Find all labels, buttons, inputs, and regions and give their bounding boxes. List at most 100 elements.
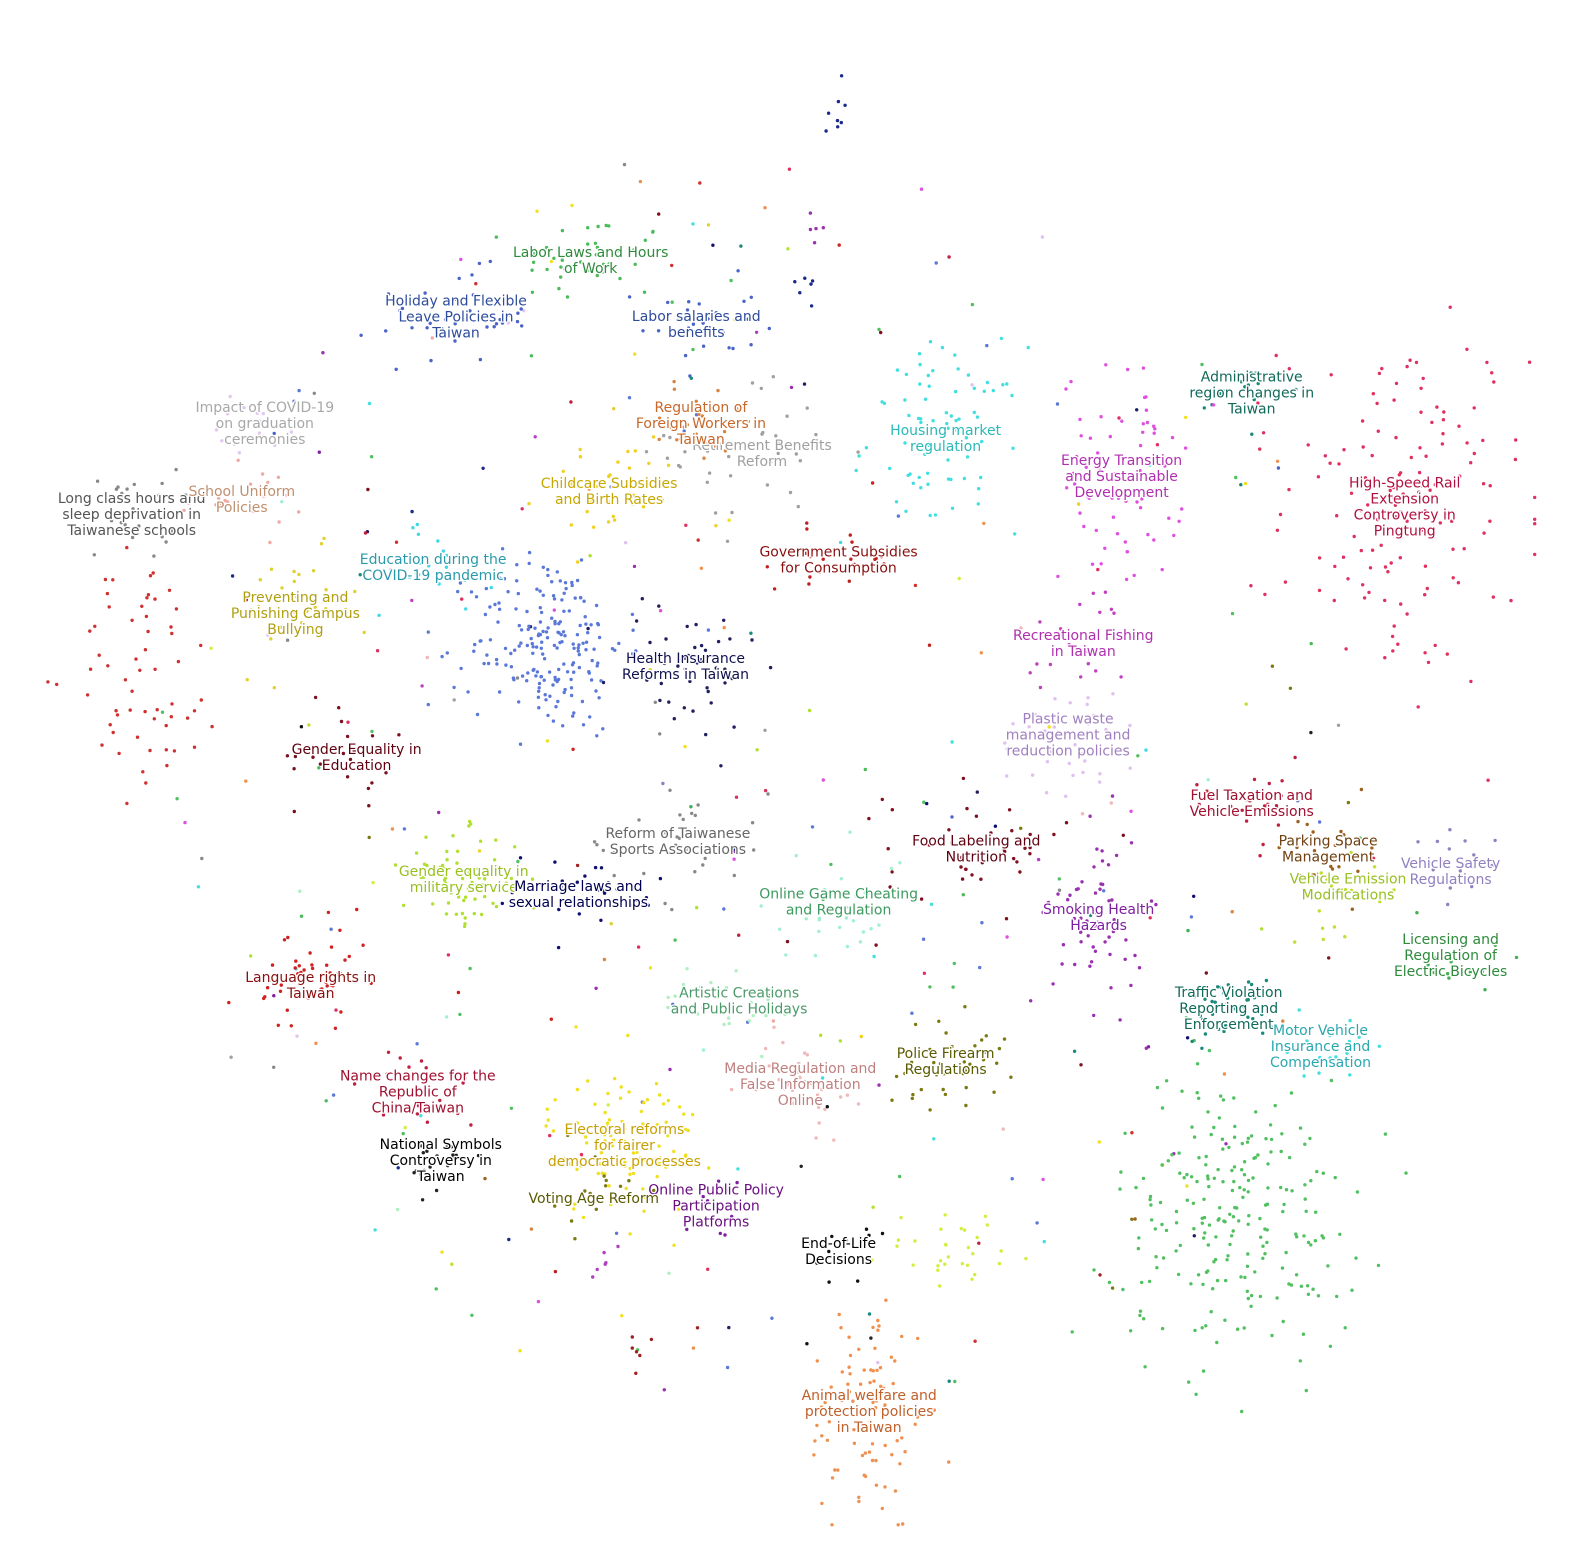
background-point	[1036, 857, 1041, 862]
cluster-point	[1316, 475, 1321, 479]
cluster-point	[682, 425, 686, 429]
cluster-point	[601, 680, 606, 685]
cluster-point	[1065, 906, 1070, 911]
cluster-point	[642, 1100, 646, 1105]
cluster-point	[1189, 1282, 1193, 1286]
background-point	[1205, 789, 1209, 793]
cluster-point	[463, 1076, 467, 1080]
cluster-point	[1435, 405, 1439, 409]
background-point	[684, 523, 688, 527]
cluster-point	[441, 549, 445, 553]
background-point	[1041, 1177, 1045, 1182]
cluster-point	[722, 429, 727, 434]
cluster-point	[1448, 886, 1453, 890]
background-point	[807, 708, 812, 713]
cluster-point	[965, 455, 970, 459]
cluster-point	[597, 635, 602, 640]
background-point	[982, 521, 986, 526]
cluster-point	[649, 1337, 654, 1342]
cluster-point	[541, 565, 545, 569]
cluster-point	[1421, 376, 1425, 381]
cluster-point	[1141, 430, 1145, 434]
cluster-point	[603, 1184, 608, 1188]
cluster-point	[1281, 1209, 1285, 1214]
cluster-point	[983, 1214, 988, 1219]
cluster-point	[192, 745, 197, 749]
cluster-point	[765, 483, 770, 487]
cluster-point	[1231, 1215, 1236, 1219]
cluster-point	[257, 604, 261, 609]
cluster-point	[1024, 752, 1029, 757]
cluster-point	[1206, 1243, 1211, 1247]
cluster-point	[1287, 1155, 1292, 1160]
cluster-point	[1201, 1017, 1205, 1022]
cluster-point	[1371, 856, 1376, 860]
cluster-point	[1264, 1137, 1268, 1141]
cluster-point	[517, 885, 521, 890]
cluster-point	[1126, 367, 1130, 372]
cluster-point	[677, 836, 682, 840]
background-point	[430, 336, 434, 340]
cluster-point	[1044, 791, 1049, 795]
cluster-point	[1129, 983, 1133, 988]
cluster-point	[1278, 835, 1283, 839]
cluster-point	[1174, 1249, 1178, 1253]
cluster-point	[563, 687, 567, 692]
cluster-point	[562, 1157, 567, 1161]
cluster-point	[586, 242, 590, 246]
cluster-point	[525, 609, 529, 614]
cluster-point	[1080, 752, 1084, 756]
cluster-point	[1393, 514, 1397, 519]
cluster-point	[182, 508, 186, 513]
cluster-point	[880, 1231, 885, 1236]
cluster-point	[1003, 741, 1007, 745]
cluster-point	[980, 439, 984, 444]
background-point	[975, 790, 979, 794]
cluster-point	[1398, 535, 1402, 539]
cluster-point	[141, 770, 145, 774]
cluster-point	[642, 290, 647, 294]
cluster-point	[559, 265, 563, 269]
cluster-point	[478, 357, 483, 362]
cluster-point	[470, 273, 474, 277]
cluster-point	[848, 1353, 853, 1358]
cluster-point	[701, 1194, 705, 1199]
cluster-point	[722, 1187, 726, 1191]
cluster-point	[569, 677, 573, 682]
cluster-point	[632, 248, 636, 252]
cluster-point	[586, 626, 590, 631]
cluster-point	[856, 1102, 861, 1106]
cluster-point	[1230, 986, 1235, 990]
cluster-point	[972, 386, 976, 390]
cluster-point	[694, 622, 698, 627]
cluster-point	[813, 1439, 817, 1443]
cluster-point	[729, 1087, 734, 1092]
cluster-point	[917, 352, 922, 356]
cluster-point	[289, 430, 294, 434]
cluster-point	[707, 1166, 711, 1170]
background-point	[696, 538, 700, 542]
cluster-point	[1224, 1278, 1228, 1283]
cluster-point	[1377, 511, 1382, 515]
background-point	[272, 994, 276, 998]
cluster-point	[792, 1074, 797, 1078]
cluster-point	[903, 398, 907, 402]
cluster-point	[691, 709, 695, 713]
cluster-point	[1085, 494, 1090, 498]
cluster-point	[698, 985, 703, 989]
cluster-point	[1041, 910, 1045, 915]
cluster-point	[1177, 1151, 1181, 1155]
cluster-point	[1440, 860, 1444, 864]
cluster-point	[596, 621, 600, 626]
cluster-point	[677, 463, 681, 468]
cluster-point	[1111, 929, 1116, 934]
cluster-point	[577, 652, 581, 657]
cluster-label: Labor salaries and benefits	[632, 309, 761, 341]
cluster-point	[1227, 1145, 1231, 1150]
cluster-point	[1134, 1185, 1138, 1190]
cluster-point	[679, 437, 683, 441]
cluster-point	[846, 1257, 851, 1261]
cluster-label: Impact of COVID-19 on graduation ceremonie…	[195, 400, 334, 448]
cluster-point	[1394, 435, 1398, 440]
cluster-point	[1190, 1039, 1194, 1044]
